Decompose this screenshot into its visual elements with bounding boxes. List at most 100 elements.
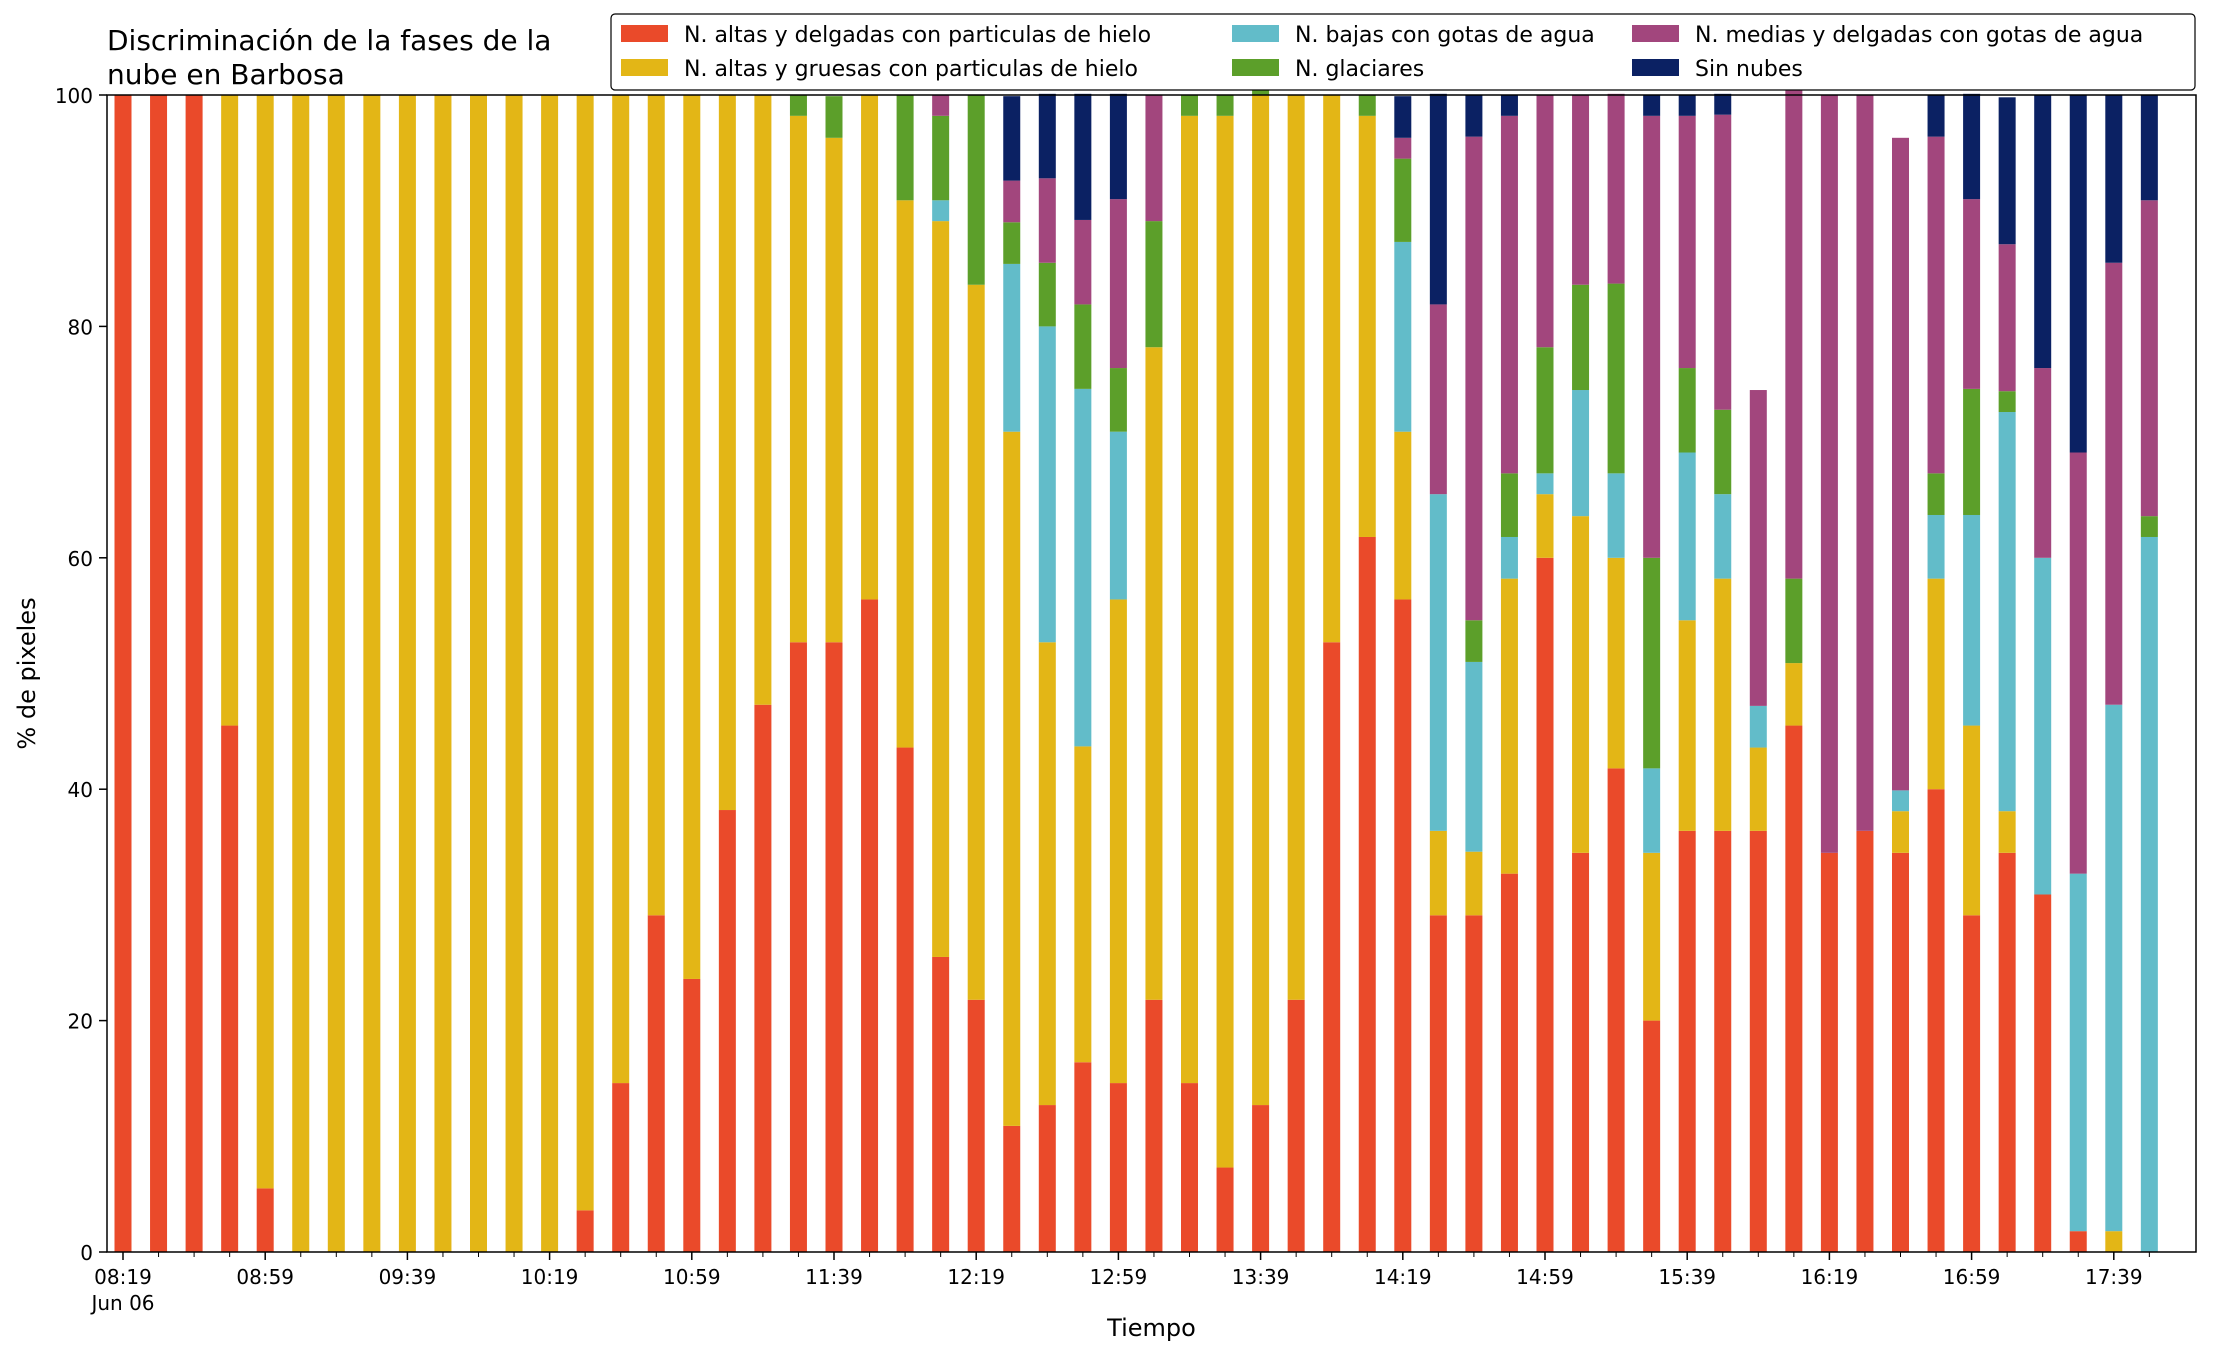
bar-segment <box>1074 219 1092 305</box>
legend-box <box>610 13 2196 91</box>
bar-segment <box>1500 536 1518 579</box>
bar-segment <box>789 642 807 1252</box>
bar-segment <box>1465 851 1483 916</box>
y-tick-label: 80 <box>68 315 93 339</box>
bar-segment <box>1109 599 1127 1084</box>
bar-segment <box>1216 1167 1234 1252</box>
bar-segment <box>292 95 310 1252</box>
bar-segment <box>2105 262 2123 705</box>
bar-segment <box>505 95 523 1252</box>
bar-segment <box>1323 642 1341 1252</box>
legend-entry-label: N. altas y gruesas con particulas de hie… <box>684 57 1138 82</box>
bar-segment <box>896 747 914 1252</box>
y-tick-label: 60 <box>68 547 93 571</box>
bar-segment <box>967 999 985 1252</box>
bar-segment <box>2034 894 2052 1252</box>
x-tick-label: 17:39 <box>2085 1265 2143 1289</box>
bar-segment <box>1820 852 1838 1252</box>
bar-segment <box>1038 262 1056 327</box>
legend-swatch <box>1632 25 1679 42</box>
bar-segment <box>1003 431 1021 1126</box>
bar-segment <box>398 95 416 1252</box>
bar-segment <box>1785 578 1803 664</box>
bar-segment <box>1500 873 1518 1252</box>
legend-entry-label: N. medias y delgadas con gotas de agua <box>1695 23 2143 48</box>
bar-segment <box>1429 494 1447 831</box>
bar-segment <box>825 137 843 643</box>
bar-segment <box>825 96 843 138</box>
bar-segment <box>1145 347 1163 1000</box>
bar-segment <box>932 95 950 116</box>
bar-segment <box>2140 536 2158 1252</box>
bar-segment <box>1998 412 2016 812</box>
x-tick-label: 10:59 <box>663 1265 721 1289</box>
legend-swatch <box>621 25 668 42</box>
bar-segment <box>967 95 985 285</box>
bar-segment <box>1074 304 1092 389</box>
bar-segment <box>470 95 487 1252</box>
bar-segment <box>1749 830 1767 1252</box>
bar-segment <box>1003 180 1021 223</box>
bar-segment <box>221 725 239 1252</box>
bar-segment <box>1429 93 1447 305</box>
bar-segment <box>1500 578 1518 874</box>
bar-segment <box>1074 746 1092 1063</box>
bar-segment <box>1963 725 1981 916</box>
bar-segment <box>1536 347 1554 474</box>
x-date-label: Jun 06 <box>89 1291 154 1315</box>
bar-segment <box>1963 915 1981 1252</box>
bar-segment <box>1429 830 1447 916</box>
bar-segment <box>932 200 950 222</box>
x-axis-label: Tiempo <box>1106 1314 1196 1342</box>
bar-segment <box>1109 1083 1127 1252</box>
bar-segment <box>1181 1083 1198 1252</box>
legend-entry-label: N. bajas con gotas de agua <box>1295 23 1595 48</box>
bar-segment <box>1358 115 1376 537</box>
bar-segment <box>1678 452 1696 621</box>
bar-segment <box>2069 452 2087 874</box>
legend-swatch <box>1232 59 1279 76</box>
bar-segment <box>1607 557 1625 769</box>
bar-segment <box>683 978 701 1252</box>
bar-segment <box>1607 93 1625 284</box>
legend-swatch <box>1232 25 1279 42</box>
bar-segment <box>1714 494 1732 579</box>
bar-segment <box>576 95 594 1211</box>
chart-title: Discriminación de la fases de la nube en … <box>107 24 551 91</box>
y-tick-label: 20 <box>68 1010 93 1034</box>
bar-segment <box>1465 95 1483 137</box>
legend-swatch <box>1632 59 1679 76</box>
chart-title-line: nube en Barbosa <box>107 58 345 91</box>
x-tick-label: 12:59 <box>1090 1265 1148 1289</box>
bar-segment <box>1500 95 1518 116</box>
bar-segment <box>1927 95 1945 137</box>
legend: N. altas y delgadas con particulas de hi… <box>610 13 2196 91</box>
bar-segment <box>861 599 879 1252</box>
bar-segment <box>2105 95 2123 263</box>
bar-segment <box>150 95 168 1252</box>
legend-swatch <box>621 59 668 76</box>
bar-segment <box>1749 747 1767 831</box>
y-axis: 0 20 40 60 80 100 <box>55 84 107 1265</box>
bar-segment <box>1998 811 2016 853</box>
bar-segment <box>647 95 665 916</box>
bar-segment <box>1678 368 1696 453</box>
bar-segment <box>185 95 203 1252</box>
bar-segment <box>2034 368 2052 558</box>
y-tick-label: 0 <box>80 1241 93 1265</box>
bar-segment <box>2140 516 2158 537</box>
bar-segment <box>1892 852 1909 1252</box>
bar-segment <box>221 95 239 726</box>
x-tick-label: 15:39 <box>1658 1265 1716 1289</box>
bar-segment <box>541 95 559 1252</box>
bar-segment <box>1500 115 1518 474</box>
bar-segment <box>1963 388 1981 515</box>
bar-segment <box>1038 178 1056 263</box>
x-tick-label: 12:19 <box>947 1265 1005 1289</box>
bar-segment <box>1429 304 1447 495</box>
bar-segment <box>861 95 879 600</box>
plot-frame <box>106 94 2197 1253</box>
bar-segment <box>2105 1231 2123 1252</box>
bar-segment <box>1287 999 1305 1252</box>
